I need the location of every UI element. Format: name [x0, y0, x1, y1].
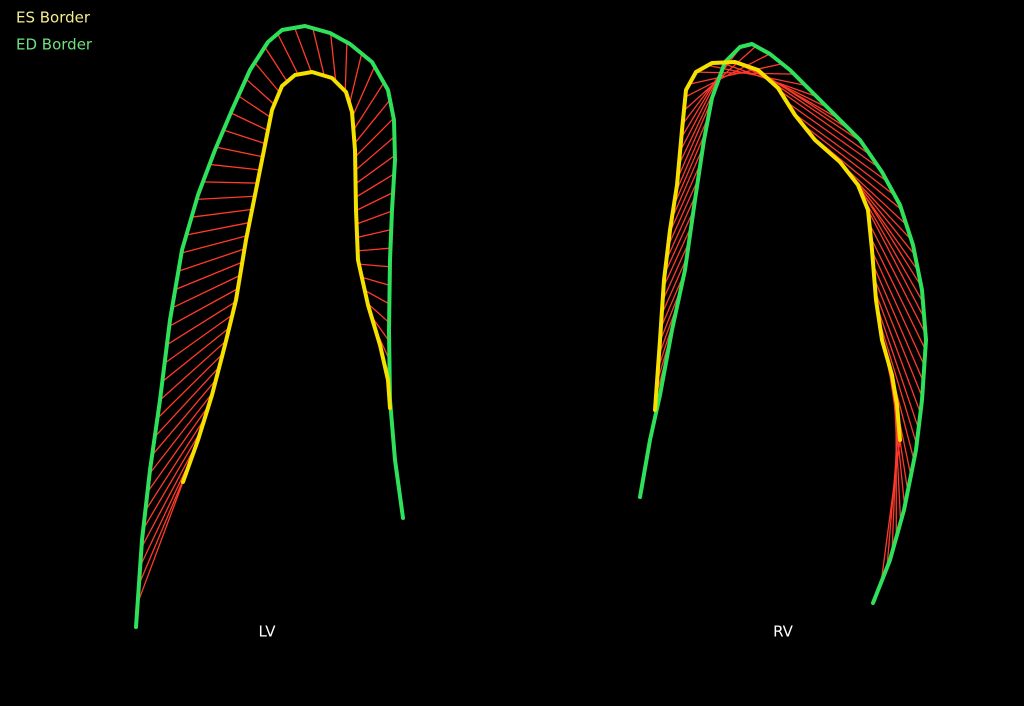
- chord: [159, 340, 227, 401]
- chord: [181, 235, 248, 254]
- lv-label: LV: [259, 623, 277, 641]
- chord: [237, 95, 271, 118]
- chord: [329, 33, 337, 82]
- chord: [661, 257, 688, 315]
- chord: [664, 210, 695, 274]
- chord: [893, 385, 902, 523]
- chord: [254, 62, 280, 93]
- lv-es-border: [181, 70, 392, 484]
- chord: [230, 112, 269, 132]
- chord: [358, 263, 390, 268]
- chord: [196, 195, 255, 200]
- chord: [216, 146, 263, 158]
- chord: [367, 302, 390, 324]
- chord: [354, 117, 395, 158]
- chord: [312, 28, 325, 76]
- chord: [355, 173, 395, 198]
- chord: [878, 318, 918, 445]
- chord: [669, 163, 702, 234]
- chord: [164, 314, 233, 364]
- chord: [665, 194, 697, 261]
- chord: [857, 184, 922, 287]
- chord: [166, 301, 236, 346]
- chord: [880, 439, 901, 583]
- chord: [769, 80, 862, 143]
- chord: [802, 123, 896, 196]
- chord: [138, 469, 189, 586]
- chord: [161, 327, 230, 383]
- chord: [344, 42, 348, 92]
- chord: [191, 208, 253, 218]
- chord: [862, 197, 924, 303]
- legend-ed-border: ED Border: [16, 36, 93, 54]
- chord: [874, 291, 922, 414]
- chord: [873, 278, 923, 398]
- chord: [357, 247, 391, 252]
- chord: [264, 46, 288, 82]
- chord: [867, 209, 925, 319]
- chord: [277, 33, 299, 75]
- chord: [871, 250, 925, 366]
- chord: [351, 66, 376, 118]
- chord: [154, 366, 220, 438]
- rv-es-border: [653, 60, 902, 442]
- chord: [689, 63, 783, 85]
- chord: [364, 289, 390, 305]
- chord: [793, 113, 888, 183]
- chord: [361, 276, 390, 286]
- chord: [149, 392, 214, 475]
- chord: [209, 163, 261, 171]
- chord: [146, 405, 210, 493]
- chord: [348, 53, 363, 104]
- chord: [354, 136, 395, 171]
- chord: [876, 305, 920, 429]
- chord: [673, 131, 707, 206]
- rv-ed-border: [638, 42, 928, 605]
- chord: [178, 248, 245, 272]
- chord: [662, 241, 690, 302]
- chord: [675, 116, 710, 193]
- chord: [174, 261, 243, 291]
- chord: [151, 379, 217, 456]
- chord: [140, 443, 198, 548]
- chord: [168, 288, 239, 327]
- chord: [356, 228, 392, 239]
- chord: [779, 89, 871, 156]
- chord: [186, 221, 250, 236]
- chord: [202, 181, 258, 184]
- chord: [245, 78, 275, 105]
- lv-ed-border: [134, 24, 405, 629]
- chord: [872, 264, 924, 382]
- chord: [156, 353, 224, 419]
- chord: [137, 481, 184, 604]
- chord: [870, 237, 926, 350]
- chord: [142, 431, 202, 530]
- chord: [868, 223, 927, 335]
- chord: [356, 210, 393, 225]
- chord: [759, 71, 851, 131]
- chord: [353, 99, 391, 144]
- chord: [662, 225, 692, 288]
- chord: [667, 178, 699, 247]
- chord: [223, 129, 266, 145]
- legend-es-border: ES Border: [16, 9, 91, 27]
- chord: [144, 418, 206, 512]
- chord: [671, 147, 704, 220]
- chord: [786, 101, 880, 169]
- chord: [676, 100, 713, 179]
- chord: [355, 154, 396, 185]
- chord: [352, 82, 385, 131]
- chord: [294, 27, 312, 73]
- chord: [355, 191, 394, 212]
- chord: [171, 274, 241, 309]
- rv-label: RV: [773, 623, 794, 641]
